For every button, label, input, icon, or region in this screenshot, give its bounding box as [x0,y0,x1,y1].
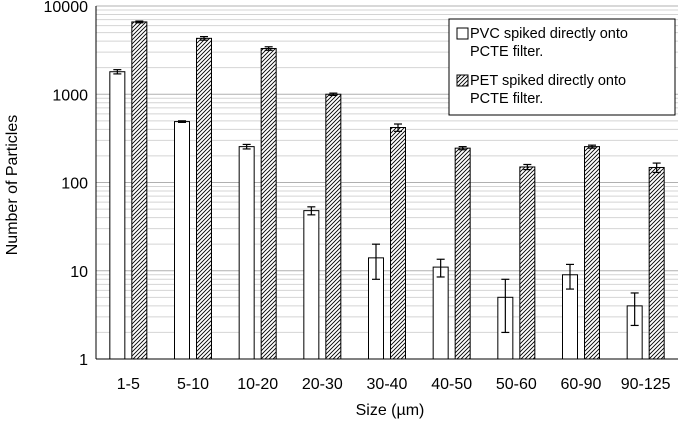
x-tick-label: 5-10 [177,376,209,393]
legend-swatch-pet [456,74,469,87]
bar [390,126,406,360]
x-tick-label: 90-125 [621,376,671,393]
bar [196,37,212,360]
legend-box [448,18,676,116]
legend-label-pet-line-2: PCTE filter. [470,91,543,107]
x-tick-label: 1-5 [117,376,140,393]
x-tick-label: 60-90 [561,376,602,393]
bar [131,21,148,360]
bar [432,266,449,360]
legend-label-pvc-line-1: PVC spiked directly onto [470,26,628,42]
bar [648,166,665,360]
bar [109,71,126,360]
x-tick-label: 20-30 [302,376,343,393]
bar [325,93,342,360]
axes [95,6,678,360]
legend-label-pvc-line-2: PCTE filter. [470,44,543,60]
x-axis-title: Size (µm) [356,402,425,419]
bar [238,146,255,360]
bar [174,121,190,360]
y-tick-label: 1 [79,352,88,369]
bar [303,210,320,360]
legend-label-pet-line-1: PET spiked directly onto [470,73,626,89]
legend: PVC spiked directly onto PCTE filter. PE… [448,18,676,116]
bar [519,166,536,360]
bar [584,146,600,360]
tick-labels: 1 10 100 1000 10000 1-5 5-10 10-20 20-30 30-40 40-… [44,0,671,393]
y-axis-title: Number of Particles [4,115,21,256]
y-tick-label: 1000 [52,87,88,104]
bar [454,147,471,360]
x-tick-label: 40-50 [431,376,472,393]
y-tick-label: 10000 [44,0,89,16]
y-tick-label: 100 [61,176,88,193]
x-tick-label: 50-60 [496,376,537,393]
bar [260,47,277,360]
x-tick-label: 30-40 [367,376,408,393]
y-tick-label: 10 [70,264,88,281]
x-tick-label: 10-20 [237,376,278,393]
legend-swatch-pvc [456,27,469,40]
